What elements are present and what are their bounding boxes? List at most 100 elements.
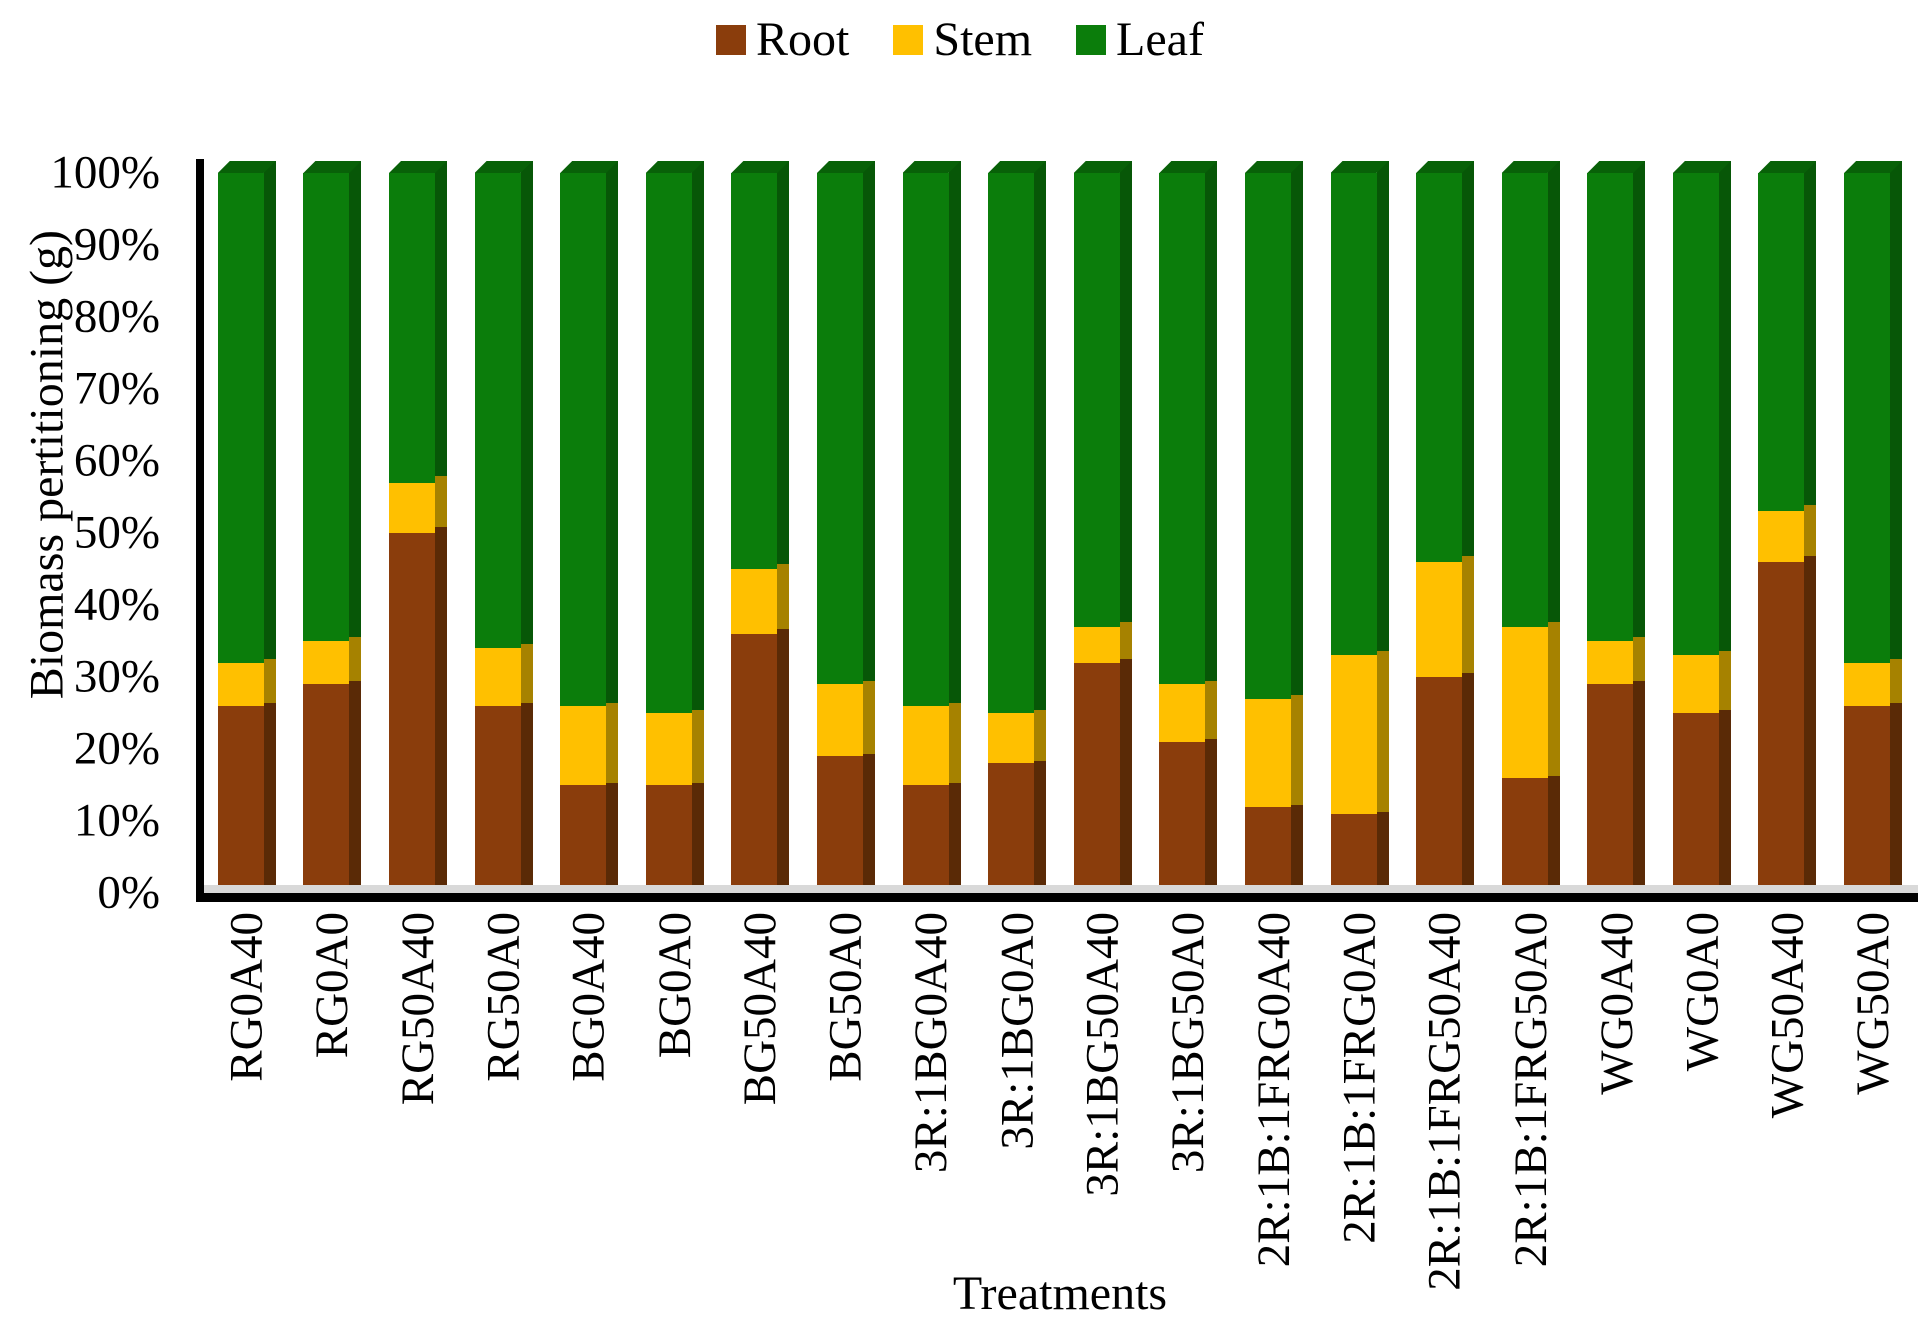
segment-leaf-side (1205, 161, 1218, 681)
segment-leaf (1844, 173, 1891, 663)
bar-BG0A0 (645, 161, 704, 893)
bar-side-face (349, 161, 362, 893)
segment-root-side (434, 527, 447, 893)
bar-3R:1BG0A0 (988, 161, 1047, 893)
x-tick-label-3R:1BG0A40: 3R:1BG0A40 (905, 912, 958, 1174)
segment-stem-side (1718, 651, 1731, 710)
bar-front-face (1244, 173, 1291, 893)
x-tick-cell: 3R:1BG50A0 (1146, 912, 1232, 1284)
segment-leaf-side (1034, 161, 1047, 710)
segment-stem-side (520, 644, 533, 703)
x-tick-cell: 2R:1B:1FRG50A40 (1402, 912, 1488, 1291)
segment-leaf (560, 173, 607, 706)
bar-top-face (474, 161, 533, 173)
bar-front-face (388, 173, 435, 893)
x-tick-cell: 2R:1B:1FRG50A0 (1488, 912, 1574, 1284)
segment-stem (560, 705, 607, 785)
bar-side-face (434, 161, 447, 893)
x-tick-label-BG50A40: BG50A40 (734, 912, 787, 1106)
x-tick-cell: 3R:1BG0A40 (889, 912, 975, 1284)
segment-stem (1159, 684, 1206, 742)
segment-root (1844, 705, 1891, 893)
segment-leaf (1672, 173, 1719, 656)
bar-cell (204, 161, 290, 893)
x-tick-label-WG50A0: WG50A0 (1847, 912, 1900, 1095)
y-tick-label: 20% (73, 722, 160, 775)
segment-leaf-side (1718, 161, 1731, 652)
x-tick-cell: RG0A0 (290, 912, 376, 1284)
bar-top-face (303, 161, 362, 173)
root-legend-swatch-icon (716, 25, 747, 55)
bar-top-face (388, 161, 447, 173)
segment-leaf-side (1119, 161, 1132, 623)
y-tick-label: 50% (73, 506, 160, 559)
segment-root (1501, 777, 1548, 893)
x-tick-label-2R:1B:1FRG50A0: 2R:1B:1FRG50A0 (1504, 912, 1557, 1268)
x-tick-cell: WG0A0 (1659, 912, 1745, 1284)
legend-label-root: Root (756, 13, 850, 66)
segment-root (1330, 813, 1377, 894)
segment-stem-side (434, 475, 447, 527)
segment-leaf (731, 173, 778, 569)
bar-side-face (862, 161, 875, 893)
x-tick-label-2R:1B:1FRG0A40: 2R:1B:1FRG0A40 (1247, 912, 1300, 1268)
segment-root (1587, 684, 1634, 893)
x-tick-cell: BG0A40 (546, 912, 632, 1284)
plot-area: 100% 90% 80% 70% 60% 50% 40% 30% 20% 10% 0% (50, 149, 1918, 916)
bar-side-face (1804, 161, 1817, 893)
bar-front-face (1159, 173, 1206, 893)
bar-2R:1B:1FRG50A0 (1501, 161, 1560, 893)
bar-BG50A40 (731, 161, 790, 893)
bar-2R:1B:1FRG50A40 (1416, 161, 1475, 893)
y-tick-label: 40% (73, 578, 160, 631)
segment-stem (1330, 655, 1377, 814)
bar-side-face (1718, 161, 1731, 893)
bar-top-face (816, 161, 875, 173)
segment-leaf-side (434, 161, 447, 476)
bar-front-face (902, 173, 949, 893)
x-tick-cell: RG50A0 (461, 912, 547, 1284)
segment-stem-side (777, 563, 790, 630)
segment-stem (1501, 626, 1548, 778)
bar-front-face (1844, 173, 1891, 893)
segment-leaf (388, 173, 435, 483)
segment-stem (645, 713, 692, 785)
segment-leaf-side (1890, 161, 1903, 659)
bar-side-face (1547, 161, 1560, 893)
bar-2R:1B:1FRG0A40 (1244, 161, 1303, 893)
segment-stem-side (1119, 622, 1132, 659)
bar-top-face (988, 161, 1047, 173)
bar-side-face (1119, 161, 1132, 893)
segment-leaf-side (1290, 161, 1303, 696)
legend-label-leaf: Leaf (1116, 13, 1204, 66)
legend-item-leaf: Leaf (1076, 16, 1204, 64)
segment-leaf (1758, 173, 1805, 512)
y-tick-label: 60% (73, 434, 160, 487)
bar-front-face (816, 173, 863, 893)
x-tick-cell: BG0A0 (632, 912, 718, 1284)
bar-front-face (731, 173, 778, 893)
segment-leaf-side (263, 161, 276, 659)
x-tick-cell: 3R:1BG0A0 (974, 912, 1060, 1284)
bar-side-face (1205, 161, 1218, 893)
bar-cell (375, 161, 461, 893)
bar-3R:1BG50A0 (1159, 161, 1218, 893)
bar-side-face (777, 161, 790, 893)
x-tick-label-3R:1BG50A40: 3R:1BG50A40 (1076, 912, 1129, 1197)
bar-top-face (1244, 161, 1303, 173)
segment-leaf (1501, 173, 1548, 627)
segment-root-side (606, 783, 619, 893)
bar-WG50A0 (1844, 161, 1903, 893)
bar-front-face (1672, 173, 1719, 893)
bar-cell (889, 161, 975, 893)
segment-stem-side (1205, 680, 1218, 740)
bar-front-face (1330, 173, 1377, 894)
segment-leaf (474, 173, 521, 649)
segment-root-side (691, 783, 704, 893)
segment-root (1758, 561, 1805, 894)
segment-root-side (948, 783, 961, 893)
segment-leaf (988, 173, 1035, 713)
segment-root (388, 533, 435, 893)
bar-top-face (1330, 161, 1389, 173)
y-tick-label: 90% (73, 218, 160, 271)
